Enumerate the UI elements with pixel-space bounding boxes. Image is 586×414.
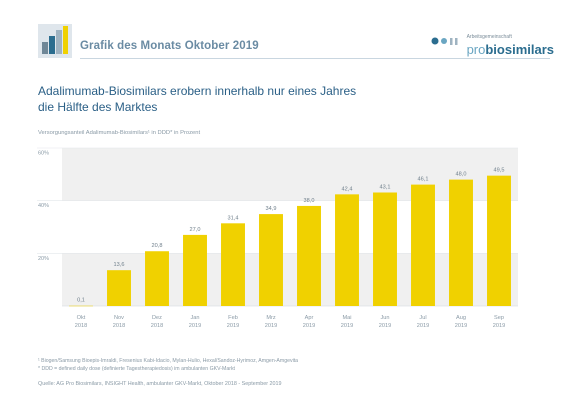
data-label: 31,4 <box>228 215 239 221</box>
header-title: Grafik des Monats Oktober 2019 <box>80 40 259 52</box>
brand-logo: Arbeitsgemeinschaft probiosimilars <box>431 30 554 57</box>
x-tick-label-year: 2018 <box>75 323 87 329</box>
data-label: 43,1 <box>380 185 391 191</box>
x-tick-label: Apr <box>305 315 314 321</box>
x-tick-label: Mrz <box>266 315 276 321</box>
bar <box>373 192 397 306</box>
x-tick-label-year: 2019 <box>493 323 505 329</box>
data-label: 0,1 <box>77 298 85 304</box>
bar-building-icon <box>38 24 72 58</box>
x-tick-label-year: 2018 <box>151 323 163 329</box>
page-title: Adalimumab-Biosimilars erobern innerhalb… <box>38 83 458 115</box>
x-tick-label: Jul <box>419 315 426 321</box>
x-tick-label: Nov <box>114 315 124 321</box>
bar <box>449 179 473 306</box>
x-tick-label-year: 2018 <box>113 323 125 329</box>
brand-pro: pro <box>466 42 486 57</box>
x-tick-label: Jun <box>380 315 389 321</box>
data-label: 34,9 <box>266 206 277 212</box>
x-tick-label: Sep <box>494 315 504 321</box>
y-tick-label: 20% <box>38 256 49 262</box>
bar <box>411 184 435 306</box>
bar <box>145 251 169 306</box>
brand-bio: biosimilars <box>485 42 554 57</box>
brand-name: probiosimilars <box>467 42 554 57</box>
data-label: 48,0 <box>456 172 467 178</box>
data-label: 46,1 <box>418 177 429 183</box>
x-tick-label-year: 2019 <box>379 323 391 329</box>
y-tick-label: 40% <box>38 203 49 209</box>
data-label: 38,0 <box>304 198 315 204</box>
x-tick-label-year: 2019 <box>303 323 315 329</box>
x-tick-label-year: 2019 <box>189 323 201 329</box>
x-tick-label-year: 2019 <box>455 323 467 329</box>
y-tick-label: 60% <box>38 151 49 157</box>
bar <box>335 194 359 306</box>
bar <box>183 234 207 306</box>
x-tick-label-year: 2019 <box>227 323 239 329</box>
dots-icon <box>431 37 458 45</box>
header: Grafik des Monats Oktober 2019 Arbeitsge… <box>0 0 586 62</box>
title-line-1: Adalimumab-Biosimilars erobern innerhalb… <box>38 84 357 98</box>
bar <box>487 175 511 306</box>
bar <box>221 223 245 306</box>
x-tick-label: Dez <box>152 315 162 321</box>
data-label: 27,0 <box>190 227 201 233</box>
chart-subtitle: Versorgungsanteil Adalimumab-Biosimilars… <box>38 130 201 136</box>
header-divider <box>80 58 550 59</box>
title-line-2: die Hälfte des Marktes <box>38 100 158 114</box>
data-label: 49,5 <box>494 168 505 174</box>
x-tick-label: Jan <box>190 315 199 321</box>
data-label: 13,6 <box>114 262 125 268</box>
bar <box>259 214 283 306</box>
footnotes: ¹ Biogen/Samsung Bioepis-Imraldi, Fresen… <box>38 357 298 373</box>
x-tick-label-year: 2019 <box>417 323 429 329</box>
grid-band <box>62 148 518 201</box>
x-tick-label-year: 2019 <box>265 323 277 329</box>
grid-band <box>62 253 518 306</box>
source-note: Quelle: AG Pro Biosimilars, INSIGHT Heal… <box>38 381 282 387</box>
footnote-1: ¹ Biogen/Samsung Bioepis-Imraldi, Fresen… <box>38 358 299 364</box>
x-tick-label: Aug <box>456 315 466 321</box>
x-tick-label: Feb <box>228 315 238 321</box>
data-label: 20,8 <box>152 243 163 249</box>
x-tick-label: Okt <box>77 315 86 321</box>
bar <box>69 305 93 307</box>
bar <box>297 205 321 306</box>
bar <box>107 270 131 306</box>
x-tick-label-year: 2019 <box>341 323 353 329</box>
footnote-2: * DDD = defined daily dose (definierte T… <box>38 366 235 372</box>
brand-tagline: Arbeitsgemeinschaft <box>466 34 512 40</box>
data-label: 42,4 <box>342 186 353 192</box>
x-tick-label: Mai <box>342 315 351 321</box>
